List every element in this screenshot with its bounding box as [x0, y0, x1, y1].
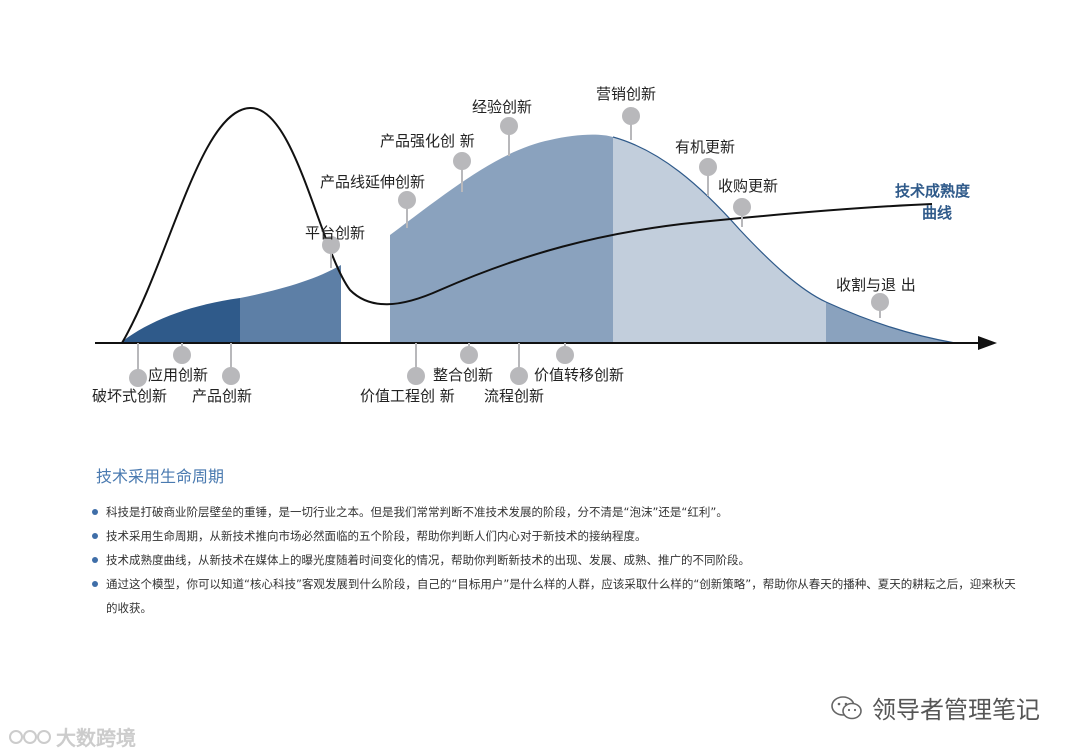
watermark-right-text: 领导者管理笔记: [872, 696, 1040, 724]
technology-lifecycle-diagram: 平台创新 产品线延伸创新 产品强化创 新 经验创新 营销创新 有机更新 收购更新…: [92, 85, 997, 405]
label-experience-innovation: 经验创新: [472, 98, 532, 116]
label-harvest-exit: 收割与退 出: [836, 276, 916, 294]
source-watermark: 大数跨境: [8, 722, 136, 751]
lower-markers: [129, 343, 574, 387]
label-organic-renewal: 有机更新: [675, 138, 735, 156]
label-application-innovation: 应用创新: [148, 366, 208, 384]
label-product-innovation: 产品创新: [192, 387, 252, 405]
watermark-left-text: 大数跨境: [56, 726, 136, 750]
wechat-watermark: 领导者管理笔记: [830, 690, 1040, 725]
brand-logo-icon: [9, 729, 51, 744]
section-title: 技术采用生命周期: [96, 467, 225, 486]
early-stage-area-mid: [240, 265, 341, 343]
main-stage-area-light: [390, 134, 613, 343]
hype-cycle-curve: [121, 106, 933, 344]
label-value-engineering: 价值工程创 新: [360, 387, 455, 405]
bullet-list: 科技是打破商业阶层壁垒的重锤，是一切行业之本。但是我们常常判断不准技术发展的阶段…: [92, 500, 1022, 620]
label-integration-innovation: 整合创新: [433, 366, 493, 384]
label-acquisition-renewal: 收购更新: [718, 177, 778, 195]
label-marketing-innovation: 营销创新: [596, 85, 656, 103]
decline-stage-area: [826, 302, 955, 343]
main-stage-area-pale: [613, 137, 826, 343]
label-disruptive-innovation: 破坏式创新: [92, 387, 167, 405]
bullet-item: 技术采用生命周期，从新技术推向市场必然面临的五个阶段，帮助你判断人们内心对于新技…: [92, 524, 1022, 548]
upper-markers: [322, 107, 889, 318]
wechat-icon: [831, 695, 862, 719]
label-product-line-extension: 产品线延伸创新: [320, 173, 425, 191]
bullet-item: 通过这个模型，你可以知道“核心科技”客观发展到什么阶段，自己的“目标用户”是什么…: [92, 572, 1022, 620]
label-platform-innovation: 平台创新: [305, 224, 365, 242]
label-value-migration: 价值转移创新: [534, 366, 624, 384]
bullet-item: 科技是打破商业阶层壁垒的重锤，是一切行业之本。但是我们常常判断不准技术发展的阶段…: [92, 500, 1022, 524]
early-stage-area-dark: [120, 298, 240, 343]
bullet-item: 技术成熟度曲线，从新技术在媒体上的曝光度随着时间变化的情况，帮助你判断新技术的出…: [92, 548, 1022, 572]
maturity-curve-label-line2: 曲线: [922, 204, 952, 222]
label-process-innovation: 流程创新: [484, 387, 544, 405]
adoption-curve-outline: [612, 136, 956, 344]
axis-arrowhead: [978, 336, 997, 350]
label-product-enhancement: 产品强化创 新: [380, 132, 475, 150]
maturity-curve-label-line1: 技术成熟度: [895, 182, 971, 200]
